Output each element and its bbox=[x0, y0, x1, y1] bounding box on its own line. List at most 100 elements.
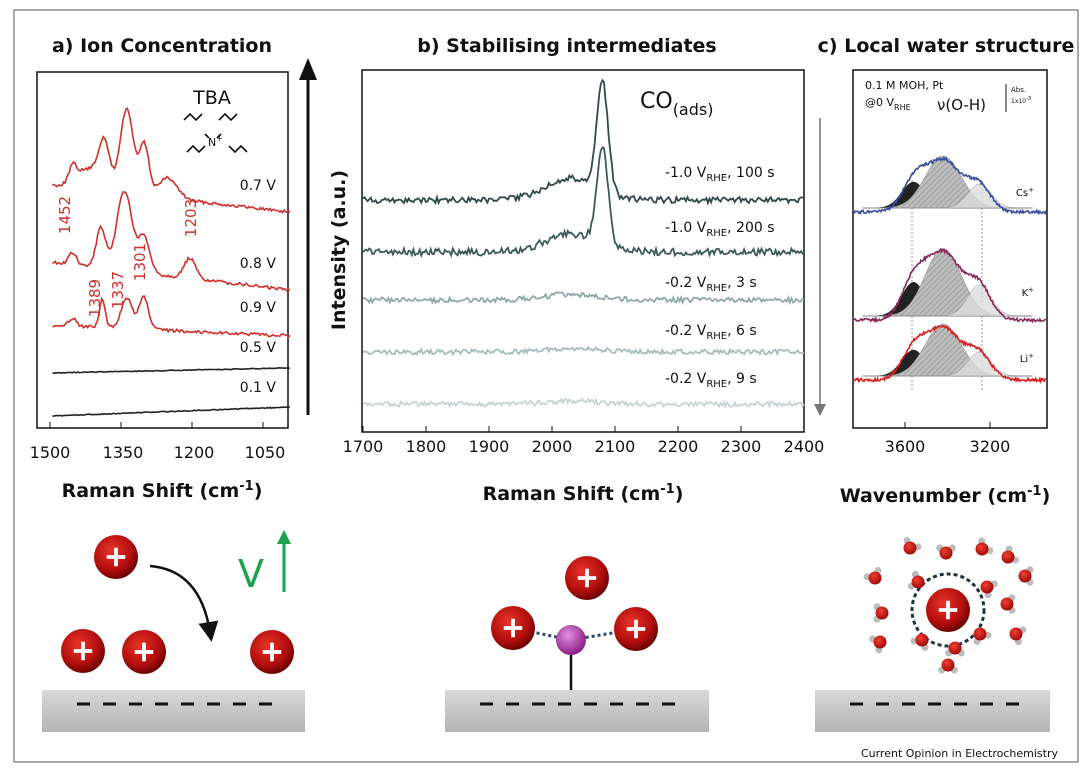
scale-bottom: 1x10-3 bbox=[1011, 96, 1031, 105]
label-part: RHE bbox=[706, 379, 727, 390]
panel-title: a) Ion Concentration bbox=[52, 35, 272, 57]
label-text: Wavenumber (cm bbox=[840, 485, 1027, 507]
label-end: ) bbox=[254, 480, 263, 502]
oxygen bbox=[1019, 570, 1032, 583]
molecule-label: TBA bbox=[192, 87, 231, 109]
cation: Cs bbox=[1016, 188, 1028, 199]
oxygen bbox=[912, 576, 925, 589]
label-part: -1.0 V bbox=[665, 220, 707, 236]
component-fill bbox=[863, 248, 1033, 316]
panel-title: c) Local water structure bbox=[818, 35, 1075, 57]
label-sup: -1 bbox=[239, 479, 253, 494]
x-tick-label: 1700 bbox=[343, 437, 384, 456]
oxygen bbox=[974, 628, 987, 641]
peak-label: 1389 bbox=[86, 279, 104, 317]
electrode bbox=[815, 690, 1050, 732]
plot-box bbox=[37, 72, 288, 428]
cation: Li bbox=[1020, 354, 1028, 365]
cartoons bbox=[42, 535, 1050, 732]
spectrum bbox=[363, 147, 804, 255]
label-end: ) bbox=[675, 483, 684, 505]
x-tick-label: 3200 bbox=[970, 437, 1011, 456]
scale-sup: -3 bbox=[1026, 96, 1031, 102]
x-tick-label: 2200 bbox=[658, 437, 699, 456]
oxygen bbox=[940, 547, 953, 560]
spectrum bbox=[363, 293, 804, 303]
label-end: ) bbox=[1042, 485, 1051, 507]
peak-label: 1452 bbox=[56, 196, 74, 234]
x-tick-label: 2000 bbox=[532, 437, 573, 456]
arrow-head bbox=[277, 530, 291, 544]
band-label: ν(O-H) bbox=[937, 96, 986, 114]
panel-title: b) Stabilising intermediates bbox=[417, 35, 716, 57]
spectrum bbox=[52, 192, 289, 291]
potential: @0 VRHE bbox=[865, 96, 911, 112]
motion-arrow bbox=[150, 566, 210, 632]
adsorbate bbox=[556, 625, 586, 655]
oxygen bbox=[976, 543, 989, 556]
spectrum bbox=[52, 368, 289, 374]
trace-label: 0.8 V bbox=[240, 256, 277, 272]
label-text: Raman Shift (cm bbox=[483, 483, 661, 505]
nitrogen-label: N+ bbox=[208, 134, 223, 149]
cation-charge: + bbox=[1028, 286, 1034, 294]
label-part: RHE bbox=[706, 173, 727, 184]
oxygen bbox=[869, 572, 882, 585]
peak-label: 1301 bbox=[131, 243, 149, 281]
oxygen bbox=[916, 634, 929, 647]
species: CO bbox=[640, 89, 673, 114]
label-part: , 9 s bbox=[727, 371, 757, 387]
label-part: , 100 s bbox=[727, 165, 774, 181]
trace-label: 0.5 V bbox=[240, 340, 277, 356]
oxygen bbox=[874, 636, 887, 649]
spectra-b: -1.0 VRHE, 100 s-1.0 VRHE, 200 s-0.2 VRH… bbox=[343, 80, 825, 456]
potential-sub: RHE bbox=[894, 103, 911, 112]
x-tick-label: 2100 bbox=[595, 437, 636, 456]
label-part: , 6 s bbox=[727, 323, 757, 339]
label-part: -0.2 V bbox=[665, 371, 707, 387]
oxygen bbox=[904, 542, 917, 555]
trace-label: 0.1 V bbox=[240, 380, 277, 396]
x-axis-label: Raman Shift (cm-1) bbox=[62, 479, 263, 502]
cation-label: Li+ bbox=[1020, 352, 1034, 365]
y-axis-label: Intensity (a.u.) bbox=[328, 170, 350, 330]
oxygen bbox=[1001, 598, 1014, 611]
potential-text: @0 V bbox=[865, 96, 894, 109]
label-part: -0.2 V bbox=[665, 323, 707, 339]
spectrum bbox=[363, 347, 804, 354]
label-sup: -1 bbox=[1027, 484, 1041, 499]
trace-label: 0.9 V bbox=[240, 300, 277, 316]
electrode bbox=[445, 690, 709, 732]
label-part: RHE bbox=[706, 283, 727, 294]
spectrum bbox=[363, 399, 804, 407]
conditions: 0.1 M MOH, Pt bbox=[865, 79, 944, 92]
component-fill bbox=[863, 156, 1033, 208]
trace-label: -0.2 VRHE, 9 s bbox=[665, 371, 757, 390]
scale-text: 1x10 bbox=[1011, 98, 1026, 105]
charge: + bbox=[216, 134, 223, 143]
electrode bbox=[42, 690, 305, 732]
atom: N bbox=[208, 136, 216, 149]
x-tick-label: 2400 bbox=[784, 437, 825, 456]
label-part: -1.0 V bbox=[665, 165, 707, 181]
component-fill bbox=[863, 324, 1033, 376]
label-part: -0.2 V bbox=[665, 275, 707, 291]
frame bbox=[14, 10, 1078, 762]
species-sub: (ads) bbox=[673, 100, 714, 119]
x-tick-label: 1800 bbox=[406, 437, 447, 456]
spectrum bbox=[52, 108, 289, 212]
cation-charge: + bbox=[1028, 352, 1034, 360]
cation-label: Cs+ bbox=[1016, 186, 1034, 199]
x-tick-label: 1200 bbox=[174, 443, 215, 462]
label-part: RHE bbox=[706, 331, 727, 342]
oxygen bbox=[876, 607, 889, 620]
oxygen bbox=[1002, 551, 1015, 564]
scale-top: Abs. bbox=[1011, 86, 1026, 94]
footer: Current Opinion in Electrochemistry bbox=[861, 747, 1059, 760]
spectra-c: Cs+K+Li+36003200 bbox=[853, 156, 1046, 456]
spectrum bbox=[52, 407, 289, 416]
x-tick-label: 2300 bbox=[721, 437, 762, 456]
oxygen bbox=[1010, 628, 1023, 641]
trace-label: -1.0 VRHE, 100 s bbox=[665, 165, 775, 184]
cation-label: K+ bbox=[1022, 286, 1035, 299]
